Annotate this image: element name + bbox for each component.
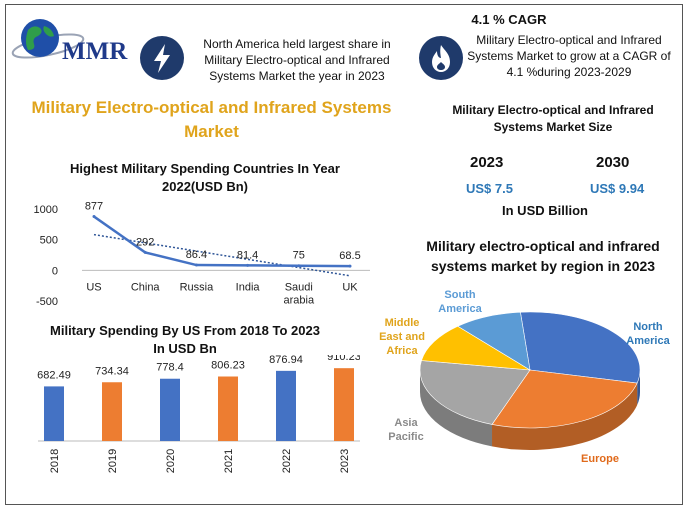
- lightning-bolt-icon: [140, 36, 184, 80]
- pie-slice-label: Middle: [385, 317, 420, 329]
- data-label: 734.34: [95, 365, 129, 377]
- market-size-title: Military Electro-optical and Infrared Sy…: [452, 103, 654, 134]
- bar: [44, 386, 64, 441]
- x-tick-label: 2023: [339, 449, 351, 473]
- info-text-cagr: Military Electro-optical and Infrared Sy…: [467, 33, 671, 79]
- market-size-year-2030: 2030: [596, 154, 630, 171]
- pie-slice-side: [492, 383, 638, 450]
- pie-slice: [491, 369, 638, 429]
- bar: [218, 376, 238, 441]
- x-tick-label: 2018: [49, 449, 61, 473]
- x-tick-label: 2019: [107, 449, 119, 473]
- pie-chart: North America Europe Asia Pacific Middle East …: [379, 289, 671, 465]
- line-chart: 1000 500 0 -500 877 US 292 China 86.4 Russia 81.4 I…: [34, 201, 370, 308]
- data-point: [348, 264, 352, 268]
- pie-slice: [419, 360, 531, 425]
- market-size-year-2023: 2023: [470, 154, 504, 171]
- data-point: [246, 263, 250, 267]
- data-label: 682.49: [37, 369, 71, 381]
- pie-slice: [457, 311, 531, 371]
- x-tick-label: 2020: [165, 449, 177, 473]
- data-label: 75: [293, 250, 305, 262]
- bar-chart: 682.49 2018 734.34 2019 778.4 2020 806.23 2021 8…: [37, 355, 360, 473]
- pie-slice-label: America: [626, 335, 670, 347]
- bar: [102, 382, 122, 441]
- y-tick-label: 0: [52, 265, 58, 277]
- data-label: 876.94: [269, 355, 303, 366]
- pie-slice-label: South: [444, 289, 475, 301]
- y-tick-label: 1000: [34, 204, 58, 216]
- info-text-north-america: North America held largest share in Mili…: [203, 37, 391, 83]
- data-label: 778.4: [156, 362, 184, 374]
- bar-chart-title: Military Spending By US From 2018 To 202…: [50, 323, 320, 356]
- y-tick-label: 500: [40, 235, 58, 247]
- trendline: [93, 233, 351, 277]
- x-tick-label: China: [131, 281, 161, 293]
- x-tick-label: US: [86, 281, 101, 293]
- x-tick-label: Saudi: [285, 281, 313, 293]
- flame-icon: [419, 36, 463, 80]
- series-line: [93, 215, 351, 268]
- pie-slice-label: North: [633, 321, 663, 333]
- market-size-value-2030: US$ 9.94: [590, 181, 645, 196]
- pie-slice-label: East and: [379, 331, 425, 343]
- market-size-value-2023: US$ 7.5: [466, 181, 513, 196]
- data-point: [92, 215, 96, 219]
- data-label: 910.23: [327, 355, 360, 363]
- page-title: Military Electro-optical and Infrared Sy…: [31, 98, 392, 141]
- pie-slice-label: Africa: [386, 345, 418, 357]
- data-label: 68.5: [339, 250, 360, 262]
- x-tick-label: India: [236, 281, 261, 293]
- data-label: 877: [85, 201, 103, 213]
- x-tick-label: 2021: [223, 449, 235, 473]
- data-point: [194, 263, 198, 267]
- y-tick-label: -500: [36, 296, 58, 308]
- pie-slice-side: [420, 370, 493, 447]
- pie-slice-label: Pacific: [388, 431, 423, 443]
- data-label: 86.4: [186, 249, 207, 261]
- bar: [276, 370, 296, 441]
- pie-slice: [520, 311, 641, 384]
- data-point: [297, 264, 301, 268]
- data-label: 806.23: [211, 360, 245, 372]
- globe-icon: [11, 19, 85, 59]
- data-label: 81.4: [237, 249, 258, 261]
- pie-slice-label: America: [438, 303, 482, 315]
- pie-chart-title: Military electro-optical and infrared sy…: [426, 238, 660, 274]
- market-size-unit: In USD Billion: [502, 203, 588, 218]
- logo-text: MMR: [62, 38, 128, 65]
- pie-slice-side: [637, 370, 640, 406]
- pie-slice-label: Europe: [581, 453, 619, 465]
- cagr-headline: 4.1 % CAGR: [471, 12, 547, 27]
- pie-slice-label: Asia: [394, 417, 418, 429]
- x-tick-label: arabia: [284, 294, 315, 306]
- bar: [160, 378, 180, 441]
- data-label: 292: [136, 236, 154, 248]
- x-tick-label: Russia: [180, 281, 215, 293]
- line-chart-title: Highest Military Spending Countries In Y…: [70, 161, 340, 194]
- x-tick-label: UK: [342, 281, 358, 293]
- x-tick-label: 2022: [281, 449, 293, 473]
- bar: [334, 368, 354, 441]
- pie-slice: [421, 325, 531, 371]
- data-point: [143, 250, 147, 254]
